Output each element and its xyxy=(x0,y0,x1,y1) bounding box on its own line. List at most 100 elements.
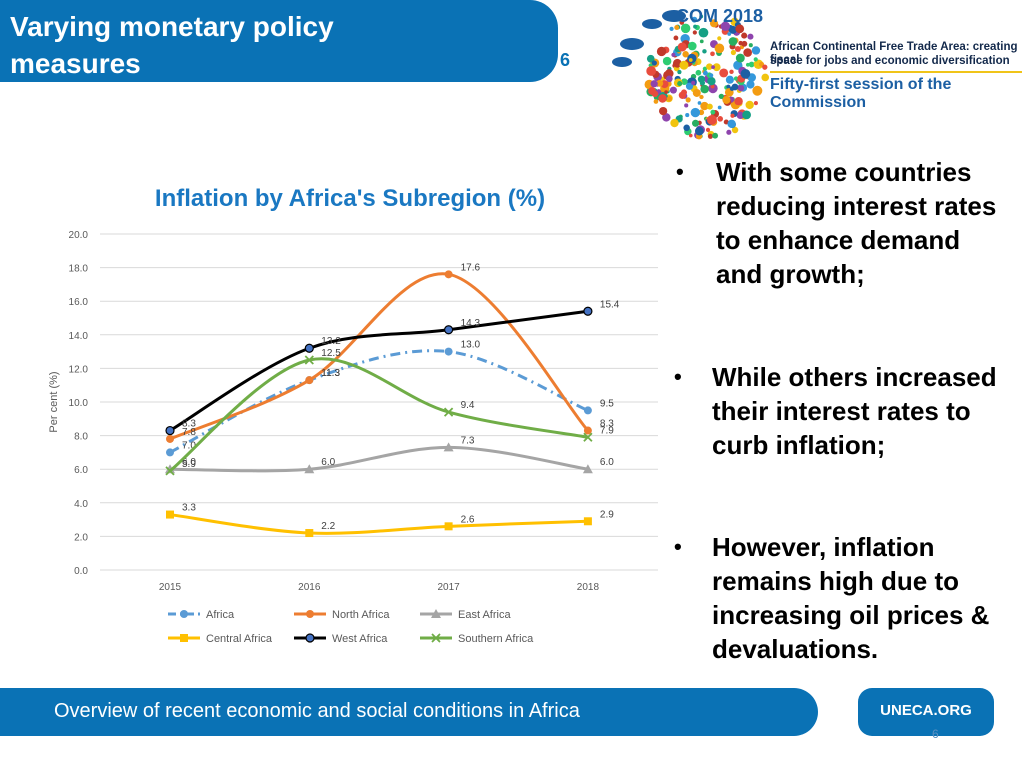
data-label: 2.2 xyxy=(321,521,335,532)
data-label: 13.2 xyxy=(321,336,341,347)
com-2018-logo xyxy=(612,10,770,140)
data-label: 2.9 xyxy=(600,509,614,520)
series-line xyxy=(169,513,588,535)
marker-point xyxy=(583,426,592,435)
y-tick-label: 6.0 xyxy=(74,465,88,476)
logo-tagline-1: African Continental Free Trade Area: cre… xyxy=(770,41,1018,66)
marker-point xyxy=(583,406,592,415)
marker-point xyxy=(304,355,314,365)
marker-point xyxy=(444,325,454,335)
x-tick-label: 2017 xyxy=(437,582,460,593)
marker-point xyxy=(180,634,188,642)
data-label: 8.3 xyxy=(182,419,196,430)
data-label: 11.3 xyxy=(321,368,340,379)
data-label: 5.9 xyxy=(182,459,196,470)
marker-point xyxy=(583,517,592,526)
data-label: 9.5 xyxy=(600,398,614,409)
legend-entry: Central Africa xyxy=(206,633,273,645)
bullet-dot: • xyxy=(676,159,684,184)
marker-point xyxy=(306,610,314,618)
data-label: 15.4 xyxy=(600,299,620,310)
bullet-text: With some countries reducing interest ra… xyxy=(716,157,997,289)
data-label: 3.3 xyxy=(182,503,196,514)
title-band xyxy=(0,0,558,82)
data-label: 6.0 xyxy=(321,457,335,468)
slide-number-bottom: 6 xyxy=(932,727,939,741)
series-line xyxy=(169,445,589,473)
y-tick-label: 16.0 xyxy=(69,297,89,308)
marker-point xyxy=(304,464,315,474)
y-tick-label: 18.0 xyxy=(69,264,89,275)
marker-point xyxy=(305,633,315,643)
data-label: 9.4 xyxy=(461,400,475,411)
marker-point xyxy=(444,270,453,279)
slide-number-top: 6 xyxy=(560,50,571,70)
y-tick-label: 0.0 xyxy=(74,566,88,577)
inflation-chart: 0.0 2.0 4.0 6.0 8.0 10.0 12.0 14.0 16.0 18.0 20.0 2… xyxy=(48,230,658,645)
data-label: 8.3 xyxy=(600,419,614,430)
x-tick-label: 2018 xyxy=(577,582,600,593)
uneca-link-button[interactable]: UNECA.ORG xyxy=(858,688,994,736)
marker-point xyxy=(444,347,453,356)
logo-brand: COM 2018 xyxy=(676,6,764,26)
bullet-text: However, inflation remains high due to i… xyxy=(712,532,990,664)
legend-entry: East Africa xyxy=(458,609,511,621)
bullet-text: While others increased their interest ra… xyxy=(712,362,997,460)
footer-band xyxy=(0,688,818,736)
legend-entry: Africa xyxy=(206,609,235,621)
legend-entry: North Africa xyxy=(332,609,390,621)
legend-entry: West Africa xyxy=(332,633,388,645)
y-tick-label: 8.0 xyxy=(74,432,88,443)
data-label: 17.6 xyxy=(461,262,481,273)
marker-point xyxy=(304,343,314,353)
marker-point xyxy=(165,466,175,476)
marker-point xyxy=(583,432,593,442)
footer-text: Overview of recent economic and social c… xyxy=(54,700,580,722)
marker-point xyxy=(431,633,441,643)
marker-point xyxy=(166,434,174,443)
data-label: 7.0 xyxy=(182,440,196,451)
y-tick-label: 14.0 xyxy=(69,331,89,342)
marker-point xyxy=(443,442,454,452)
data-label: 7.3 xyxy=(461,435,475,446)
y-tick-label: 20.0 xyxy=(69,230,89,241)
marker-point xyxy=(444,522,453,531)
marker-point xyxy=(165,464,175,474)
x-tick-label: 2015 xyxy=(159,582,182,593)
y-axis-label: Per cent (%) xyxy=(48,371,60,432)
y-tick-label: 4.0 xyxy=(74,499,88,510)
bullet-dot: • xyxy=(674,534,682,559)
marker-point xyxy=(305,529,314,538)
data-label: 7.9 xyxy=(600,425,614,436)
marker-point xyxy=(165,425,175,436)
marker-point xyxy=(305,376,314,385)
data-label: 12.5 xyxy=(321,348,341,359)
marker-point xyxy=(166,510,174,519)
marker-point xyxy=(166,448,174,457)
data-label: 6.0 xyxy=(600,457,614,468)
data-label: 6.0 xyxy=(182,457,196,468)
slide-title: Varying monetary policy measures xyxy=(10,11,334,79)
x-tick-label: 2016 xyxy=(298,582,321,593)
series-line xyxy=(169,272,590,441)
marker-point xyxy=(180,610,188,618)
legend-entry: Southern Africa xyxy=(458,633,534,645)
y-tick-label: 10.0 xyxy=(69,398,89,409)
series-line xyxy=(169,349,589,454)
data-label: 7.8 xyxy=(182,427,196,438)
chart-title: Inflation by Africa's Subregion (%) xyxy=(154,185,546,212)
logo-session: Fifty-first session of the Commission xyxy=(770,76,952,111)
logo-tagline-2: space for jobs and economic diversificat… xyxy=(770,55,1010,67)
y-tick-label: 12.0 xyxy=(69,364,89,375)
marker-point xyxy=(583,306,593,316)
marker-point xyxy=(582,464,593,474)
data-label: 11.3 xyxy=(321,368,340,379)
series-line xyxy=(169,357,589,473)
series-line xyxy=(169,309,589,432)
bullet-dot: • xyxy=(674,364,682,389)
marker-point xyxy=(431,609,441,618)
data-label: 13.0 xyxy=(461,340,481,351)
data-label: 14.3 xyxy=(461,318,481,329)
data-label: 2.6 xyxy=(461,514,475,525)
y-tick-label: 2.0 xyxy=(74,532,88,543)
